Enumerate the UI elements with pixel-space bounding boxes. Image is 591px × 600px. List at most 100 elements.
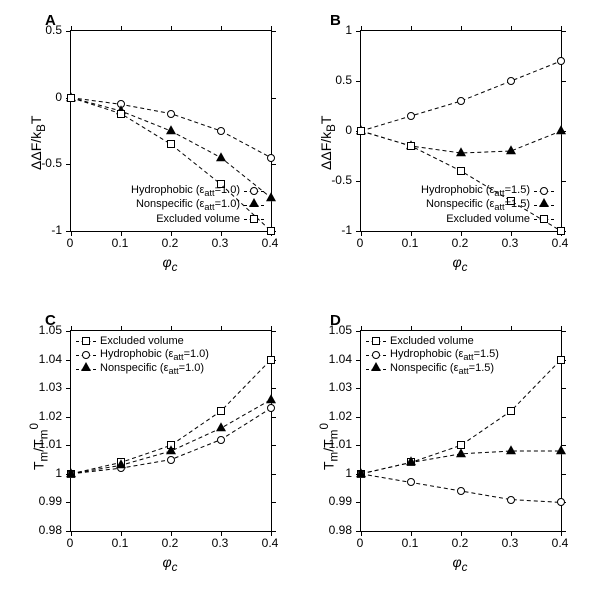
panel-label-b: B	[330, 12, 341, 29]
x-tick-label: 0.2	[452, 236, 469, 250]
legend-item: Hydrophobic (εatt=1.5)	[421, 184, 554, 198]
y-tick-label: 0.98	[329, 523, 352, 537]
data-marker-triangle	[67, 469, 75, 477]
data-marker-circle	[407, 112, 415, 120]
y-tick-label: 1.05	[329, 323, 352, 337]
legend-item: Nonspecific (εatt=1.5)	[421, 198, 554, 212]
legend-label: Excluded volume	[156, 213, 240, 225]
data-marker-square	[557, 227, 565, 235]
legend: Excluded volumeHydrophobic (εatt=1.0)Non…	[76, 334, 209, 376]
legend-marker-triangle-icon	[244, 201, 264, 209]
x-tick-label: 0.2	[162, 236, 179, 250]
legend-item: Nonspecific (εatt=1.0)	[76, 362, 209, 376]
y-tick	[561, 181, 566, 182]
data-marker-circle	[507, 77, 515, 85]
y-tick	[561, 31, 566, 32]
data-marker-square	[217, 407, 225, 415]
data-marker-triangle	[407, 458, 415, 466]
y-tick	[66, 231, 71, 232]
data-marker-circle	[507, 496, 515, 504]
x-axis-label: φc	[453, 254, 468, 274]
legend-marker-triangle-icon	[76, 365, 96, 373]
y-axis-label: ΔΔF/kBT	[28, 116, 48, 171]
x-tick-label: 0.1	[112, 536, 129, 550]
y-tick-label: -1	[51, 223, 62, 237]
x-tick-label: 0.2	[452, 536, 469, 550]
legend-label: Hydrophobic (εatt=1.5)	[390, 348, 499, 362]
legend: Hydrophobic (εatt=1.0)Nonspecific (εatt=…	[131, 184, 264, 226]
legend-label: Excluded volume	[100, 335, 184, 347]
y-tick-label: -1	[341, 223, 352, 237]
legend-label: Hydrophobic (εatt=1.5)	[421, 184, 530, 198]
data-marker-triangle	[507, 446, 515, 454]
x-tick-label: 0.4	[262, 236, 279, 250]
data-marker-circle	[167, 456, 175, 464]
y-tick	[66, 531, 71, 532]
y-tick	[271, 164, 276, 165]
data-marker-triangle	[557, 446, 565, 454]
legend-marker-square-icon	[534, 215, 554, 223]
y-tick-label: 0.5	[335, 73, 352, 87]
x-tick-label: 0.2	[162, 536, 179, 550]
x-tick-label: 0	[67, 236, 74, 250]
legend-label: Hydrophobic (εatt=1.0)	[131, 184, 240, 198]
data-marker-triangle	[217, 153, 225, 161]
data-marker-square	[407, 142, 415, 150]
x-tick-label: 0	[67, 536, 74, 550]
legend-marker-square-icon	[76, 337, 96, 345]
data-marker-triangle	[507, 146, 515, 154]
y-tick	[561, 531, 566, 532]
y-tick	[271, 474, 276, 475]
data-marker-circle	[557, 498, 565, 506]
y-tick	[561, 81, 566, 82]
y-tick-label: 1.02	[39, 409, 62, 423]
legend-marker-circle-icon	[76, 351, 96, 359]
data-marker-circle	[217, 127, 225, 135]
data-marker-square	[117, 110, 125, 118]
y-tick-label: 0	[345, 123, 352, 137]
data-marker-circle	[267, 154, 275, 162]
legend-marker-circle-icon	[244, 187, 264, 195]
data-marker-circle	[457, 487, 465, 495]
y-tick-label: 0.98	[39, 523, 62, 537]
x-tick-label: 0.3	[502, 536, 519, 550]
legend-label: Nonspecific (εatt=1.0)	[136, 198, 240, 212]
data-marker-square	[507, 407, 515, 415]
data-marker-circle	[457, 97, 465, 105]
legend-item: Hydrophobic (εatt=1.0)	[131, 184, 264, 198]
legend-item: Excluded volume	[421, 212, 554, 226]
legend-item: Nonspecific (εatt=1.0)	[131, 198, 264, 212]
data-marker-square	[167, 140, 175, 148]
data-marker-circle	[267, 404, 275, 412]
y-tick	[271, 531, 276, 532]
series-line	[361, 61, 561, 131]
y-tick-label: 0.99	[329, 494, 352, 508]
data-marker-triangle	[267, 395, 275, 403]
y-axis-label: ΔΔF/kBT	[318, 116, 338, 171]
legend-label: Excluded volume	[390, 335, 474, 347]
y-tick-label: 1	[345, 23, 352, 37]
data-marker-square	[267, 356, 275, 364]
y-tick-label: 1.04	[329, 352, 352, 366]
y-tick-label: 1.03	[39, 380, 62, 394]
data-marker-triangle	[357, 469, 365, 477]
x-tick-label: 0	[357, 236, 364, 250]
data-marker-circle	[217, 436, 225, 444]
legend-item: Hydrophobic (εatt=1.5)	[366, 348, 499, 362]
x-tick-label: 0.1	[402, 536, 419, 550]
x-tick-label: 0.4	[552, 536, 569, 550]
data-marker-triangle	[217, 423, 225, 431]
x-tick-label: 0.1	[112, 236, 129, 250]
data-marker-triangle	[267, 193, 275, 201]
data-marker-triangle	[457, 449, 465, 457]
y-tick-label: 1	[345, 466, 352, 480]
data-marker-square	[267, 227, 275, 235]
data-marker-circle	[167, 110, 175, 118]
y-tick-label: 1	[55, 466, 62, 480]
legend-item: Excluded volume	[131, 212, 264, 226]
x-axis-label: φc	[453, 554, 468, 574]
data-marker-square	[357, 127, 365, 135]
legend-item: Excluded volume	[366, 334, 499, 348]
legend-label: Nonspecific (εatt=1.5)	[390, 362, 494, 376]
y-tick	[271, 331, 276, 332]
